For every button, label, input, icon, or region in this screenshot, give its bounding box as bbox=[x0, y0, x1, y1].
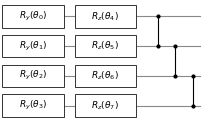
Text: $R_y(\theta_1)$: $R_y(\theta_1)$ bbox=[19, 40, 47, 53]
Text: $R_z(\theta_7)$: $R_z(\theta_7)$ bbox=[91, 99, 119, 112]
Text: $R_z(\theta_6)$: $R_z(\theta_6)$ bbox=[91, 70, 119, 82]
Bar bbox=[2, 65, 64, 87]
Text: $R_y(\theta_0)$: $R_y(\theta_0)$ bbox=[19, 10, 47, 23]
Text: $R_z(\theta_4)$: $R_z(\theta_4)$ bbox=[91, 10, 119, 23]
Bar bbox=[2, 5, 64, 28]
Bar bbox=[2, 94, 64, 117]
Bar bbox=[75, 94, 136, 117]
Bar bbox=[75, 65, 136, 87]
Text: $R_y(\theta_2)$: $R_y(\theta_2)$ bbox=[19, 69, 47, 82]
Bar bbox=[75, 35, 136, 57]
Bar bbox=[2, 35, 64, 57]
Bar bbox=[75, 5, 136, 28]
Text: $R_z(\theta_5)$: $R_z(\theta_5)$ bbox=[91, 40, 119, 52]
Text: $R_y(\theta_3)$: $R_y(\theta_3)$ bbox=[19, 99, 47, 112]
